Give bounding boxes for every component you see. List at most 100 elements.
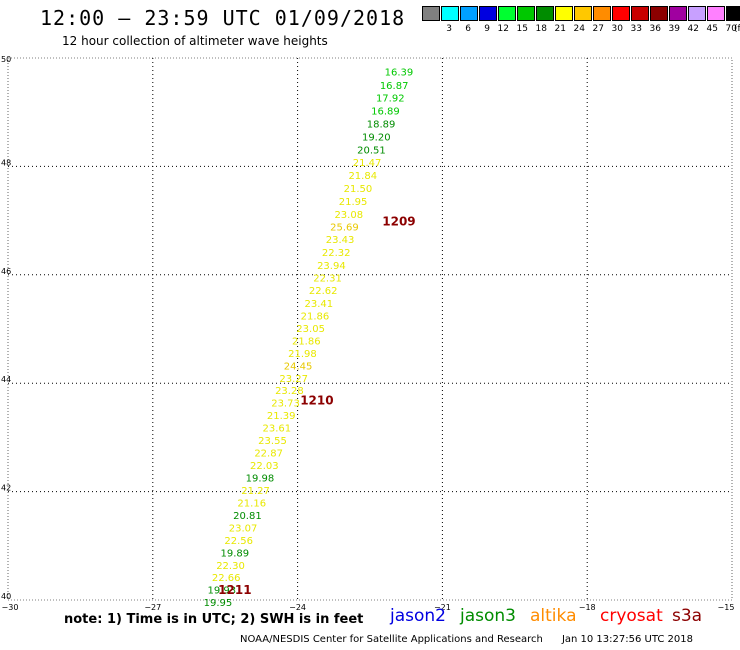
latitude-tick-label: 42 — [1, 484, 11, 493]
legend-label: 36 — [649, 24, 661, 34]
wave-height-label: 21.47 — [353, 158, 382, 169]
wave-height-label: 23.28 — [275, 386, 304, 397]
longitude-tick-label: −18 — [579, 603, 596, 612]
legend-label: 42 — [687, 24, 699, 34]
legend-label: 27 — [592, 24, 604, 34]
wave-height-label: 19.95 — [204, 598, 233, 609]
legend-swatch — [593, 6, 611, 21]
legend-swatch — [517, 6, 535, 21]
wave-height-label: 16.39 — [385, 68, 414, 79]
legend-label: 33 — [630, 24, 642, 34]
wave-height-label: 21.86 — [301, 311, 330, 322]
legend-label: 45 — [706, 24, 718, 34]
latitude-tick-label: 40 — [1, 592, 11, 601]
legend-swatch — [536, 6, 554, 21]
longitude-tick-label: −30 — [2, 603, 19, 612]
mission-altika: altika — [530, 606, 577, 626]
legend-swatch — [669, 6, 687, 21]
track-id-label: 1211 — [218, 583, 251, 597]
wave-height-label: 23.27 — [279, 374, 308, 385]
legend-label: 18 — [535, 24, 547, 34]
legend-label: 39 — [668, 24, 680, 34]
legend-label: 6 — [465, 24, 471, 34]
wave-height-label: 17.92 — [376, 94, 405, 105]
wave-height-label: 21.50 — [344, 184, 373, 195]
legend-swatch — [460, 6, 478, 21]
wave-height-label: 20.81 — [233, 511, 262, 522]
map-grid — [7, 57, 733, 601]
wave-height-label: 23.05 — [296, 324, 325, 335]
legend-swatch — [631, 6, 649, 21]
wave-height-label: 23.73 — [271, 399, 300, 410]
legend-unit: (ft) — [734, 24, 740, 34]
wave-height-label: 22.03 — [250, 461, 279, 472]
track-id-label: 1209 — [382, 215, 415, 229]
latitude-tick-label: 46 — [1, 267, 11, 276]
wave-height-label: 21.95 — [339, 197, 368, 208]
wave-height-label: 25.69 — [330, 223, 359, 234]
timestamp-text: Jan 10 13:27:56 UTC 2018 — [561, 634, 693, 645]
wave-height-label: 19.89 — [221, 548, 250, 559]
legend-swatch — [479, 6, 497, 21]
wave-height-label: 22.30 — [216, 561, 245, 572]
latitude-tick-label: 48 — [1, 158, 11, 167]
legend-swatch — [612, 6, 630, 21]
legend-swatch — [574, 6, 592, 21]
page-title: 12:00 – 23:59 UTC 01/09/2018 — [40, 6, 406, 30]
wave-height-label: 16.89 — [371, 107, 400, 118]
wave-height-label: 23.43 — [326, 235, 355, 246]
wave-height-label: 23.41 — [305, 299, 334, 310]
legend-label: 12 — [497, 24, 509, 34]
legend-label: 70 — [725, 24, 737, 34]
longitude-tick-label: −27 — [144, 603, 161, 612]
wave-height-label: 21.27 — [241, 486, 270, 497]
wave-height-label: 22.31 — [313, 274, 342, 285]
wave-height-label: 21.86 — [292, 336, 321, 347]
longitude-tick-label: −15 — [718, 603, 735, 612]
wave-height-label: 24.45 — [284, 361, 313, 372]
footer-text: NOAA/NESDIS Center for Satellite Applica… — [240, 634, 693, 645]
legend-swatch — [726, 6, 740, 21]
track-labels: 1209 1210 1211 — [218, 215, 416, 598]
longitude-tick-label: −24 — [289, 603, 306, 612]
wave-height-label: 20.51 — [357, 146, 386, 157]
legend-swatch — [707, 6, 725, 21]
agency-text: NOAA/NESDIS Center for Satellite Applica… — [240, 634, 543, 645]
legend-label: 30 — [611, 24, 623, 34]
axis-tick-labels: −30 −27 −24 −21 −18 −15 40 42 44 46 48 50 — [1, 55, 734, 612]
wave-height-label: 22.87 — [254, 449, 283, 460]
legend-swatch — [441, 6, 459, 21]
mission-jason3: jason3 — [460, 606, 516, 626]
wave-height-label: 22.66 — [212, 573, 241, 584]
wave-height-label: 16.87 — [380, 81, 409, 92]
wave-height-label: 22.32 — [322, 248, 351, 259]
legend-label: 9 — [484, 24, 490, 34]
legend-label: 21 — [554, 24, 566, 34]
wave-height-label: 23.94 — [317, 261, 346, 272]
wave-height-label: 21.84 — [348, 171, 377, 182]
observation-labels: 16.39 16.87 17.92 16.89 18.89 19.20 20.5121.47… — [204, 68, 414, 610]
legend-swatch — [422, 6, 440, 21]
mission-cryosat: cryosat — [600, 606, 663, 626]
legend-label: 3 — [446, 24, 452, 34]
legend-label: 15 — [516, 24, 528, 34]
legend-swatch — [650, 6, 668, 21]
wave-height-label: 23.55 — [258, 436, 287, 447]
legend-swatch — [555, 6, 573, 21]
wave-height-label: 19.98 — [246, 474, 275, 485]
wave-height-label: 22.56 — [224, 536, 253, 547]
legend-swatch — [498, 6, 516, 21]
wave-height-label: 21.39 — [267, 411, 296, 422]
wave-height-label: 23.08 — [334, 210, 363, 221]
latitude-tick-label: 44 — [1, 375, 11, 384]
wave-height-label: 21.98 — [288, 349, 317, 360]
wave-height-label: 23.61 — [263, 424, 292, 435]
track-id-label: 1210 — [300, 393, 333, 407]
wave-height-label: 23.07 — [229, 523, 258, 534]
wave-height-label: 19.20 — [362, 133, 391, 144]
note-text: note: 1) Time is in UTC; 2) SWH is in fe… — [64, 612, 364, 627]
wave-height-label: 18.89 — [367, 120, 396, 131]
wave-height-label: 22.62 — [309, 286, 338, 297]
